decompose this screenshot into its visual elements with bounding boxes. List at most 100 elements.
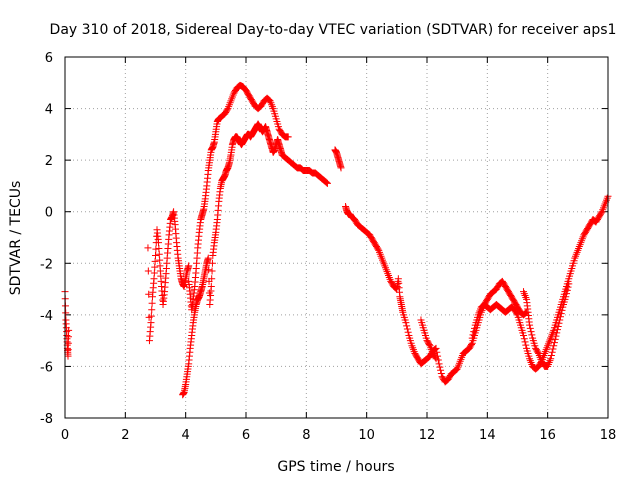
data-point	[437, 370, 445, 378]
data-point	[597, 209, 605, 217]
data-series	[61, 288, 73, 360]
data-point	[436, 363, 444, 371]
x-tick-label: 16	[539, 428, 556, 443]
data-point	[556, 316, 564, 324]
data-point	[467, 341, 475, 349]
data-point	[526, 324, 534, 332]
data-point	[403, 322, 411, 330]
data-point	[557, 310, 565, 318]
x-tick-label: 2	[121, 428, 129, 443]
data-point	[534, 348, 542, 356]
data-point	[152, 245, 160, 253]
axis-ticks: 0 2 4 6 8 10 12 14 16 18 -8 -6 -4 -2 0 2 4 6	[40, 51, 616, 443]
data-point	[404, 328, 412, 336]
data-point	[425, 341, 433, 349]
x-tick-label: 0	[61, 428, 69, 443]
data-point	[402, 319, 410, 327]
data-point	[528, 331, 536, 339]
plot-frame	[64, 56, 609, 419]
data-point	[550, 339, 558, 347]
data-point	[403, 325, 411, 333]
data-point	[185, 262, 193, 270]
data-point	[526, 321, 534, 329]
data-point	[520, 335, 528, 343]
data-point	[148, 299, 156, 307]
data-point	[432, 344, 440, 352]
data-point	[145, 290, 153, 298]
data-point	[64, 352, 72, 360]
data-points	[61, 81, 612, 399]
data-series	[185, 81, 292, 314]
data-series	[417, 192, 612, 373]
data-point	[223, 106, 231, 114]
y-tick-label: -4	[40, 309, 53, 324]
data-series	[179, 120, 331, 399]
x-tick-label: 4	[182, 428, 190, 443]
x-tick-label: 10	[358, 428, 375, 443]
y-axis-label: SDTVAR / TECUs	[8, 181, 24, 296]
data-point	[558, 306, 566, 314]
y-tick-label: 6	[45, 51, 53, 66]
x-tick-label: 6	[242, 428, 250, 443]
data-point	[520, 331, 528, 339]
data-point	[563, 290, 571, 298]
data-series	[331, 146, 345, 172]
data-point	[552, 332, 560, 340]
data-point	[469, 331, 477, 339]
data-point	[337, 164, 345, 172]
data-point	[556, 313, 564, 321]
data-point	[204, 254, 212, 262]
x-tick-label: 8	[302, 428, 310, 443]
data-point	[144, 267, 152, 275]
y-tick-label: -8	[40, 412, 53, 427]
data-point	[205, 266, 213, 274]
data-point	[64, 339, 72, 347]
data-point	[432, 355, 440, 363]
data-point	[468, 334, 476, 342]
y-tick-label: 0	[45, 206, 53, 221]
data-point	[323, 179, 331, 187]
data-point	[208, 259, 216, 267]
data-point	[522, 341, 530, 349]
data-point	[144, 244, 152, 252]
data-point	[147, 319, 155, 327]
data-point	[435, 360, 443, 368]
data-point	[521, 292, 529, 300]
data-point	[208, 275, 216, 283]
data-point	[553, 329, 561, 337]
x-tick-label: 14	[479, 428, 496, 443]
data-point	[65, 326, 73, 334]
data-point	[548, 348, 556, 356]
data-point	[513, 310, 521, 318]
data-series	[520, 280, 573, 370]
data-point	[471, 324, 479, 332]
y-tick-label: -2	[40, 257, 53, 272]
data-point	[470, 328, 478, 336]
y-tick-label: -6	[40, 360, 53, 375]
data-point	[562, 293, 570, 301]
data-point	[431, 353, 439, 361]
data-point	[527, 328, 535, 336]
data-point	[148, 306, 156, 314]
data-point	[549, 345, 557, 353]
x-tick-label: 18	[600, 428, 617, 443]
data-point	[323, 179, 331, 187]
data-point	[553, 326, 561, 334]
grid	[65, 57, 608, 418]
data-point	[564, 283, 572, 291]
data-series	[144, 208, 193, 345]
data-point	[147, 312, 155, 320]
data-point	[64, 346, 72, 354]
y-tick-label: 2	[45, 154, 53, 169]
data-point	[284, 133, 292, 141]
data-point	[563, 286, 571, 294]
x-tick-label: 12	[419, 428, 436, 443]
data-point	[551, 335, 559, 343]
data-series	[342, 203, 531, 386]
data-point	[547, 355, 555, 363]
data-point	[550, 342, 558, 350]
data-point	[521, 338, 529, 346]
data-point	[374, 245, 382, 253]
chart-title: Day 310 of 2018, Sidereal Day-to-day VTE…	[50, 22, 617, 38]
